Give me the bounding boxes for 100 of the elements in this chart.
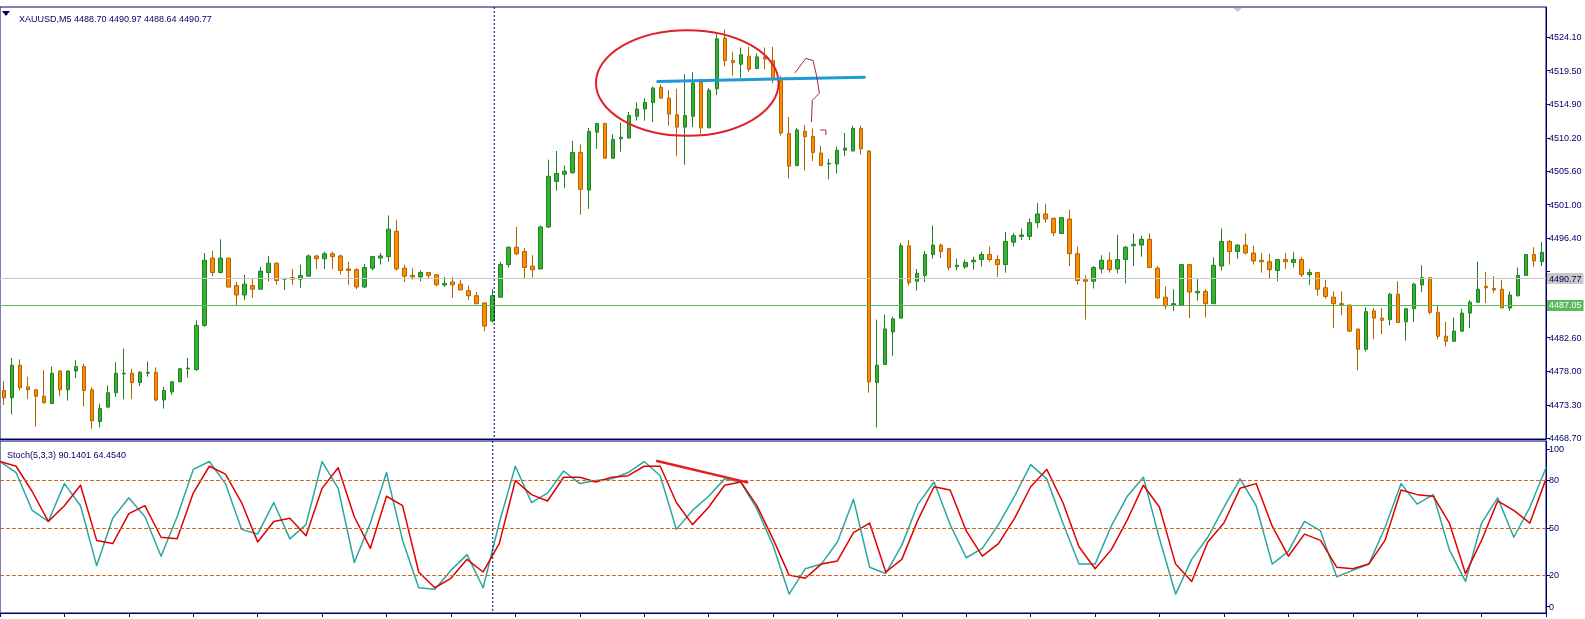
- candlestick: [875, 319, 879, 428]
- candlestick: [18, 358, 22, 392]
- candlestick: [1388, 292, 1392, 326]
- candlestick: [266, 255, 271, 282]
- candlestick: [210, 250, 215, 277]
- candlestick: [891, 316, 895, 357]
- ref-line-label: 4487.05: [1549, 300, 1582, 311]
- y-tick-label: 4501.00: [1549, 199, 1582, 210]
- candlestick: [522, 247, 527, 279]
- candlestick: [1323, 279, 1328, 300]
- candlestick: [370, 255, 375, 271]
- candlestick: [82, 363, 86, 407]
- candlestick: [362, 263, 367, 289]
- candlestick: [1404, 307, 1408, 342]
- candlestick: [747, 46, 751, 73]
- candlestick: [162, 386, 166, 410]
- candlestick: [1203, 288, 1208, 318]
- candlestick: [186, 357, 190, 378]
- candlestick: [1155, 265, 1160, 300]
- y-tick-label: 4514.90: [1549, 98, 1582, 109]
- candlestick: [1339, 290, 1344, 316]
- text: Stoch(5,3,3) 90.1401 64.4540: [7, 449, 127, 460]
- candlestick: [987, 246, 992, 263]
- candlestick: [1428, 277, 1432, 316]
- candlestick: [426, 272, 431, 279]
- candlestick: [474, 291, 479, 305]
- candlestick: [306, 253, 311, 278]
- candlestick: [1059, 216, 1064, 234]
- candlestick: [851, 125, 855, 152]
- candlestick: [1331, 290, 1336, 329]
- candlestick: [1516, 267, 1520, 297]
- candlestick: [330, 251, 335, 270]
- candlestick: [595, 122, 599, 150]
- candlestick: [827, 158, 831, 180]
- candlestick: [1372, 307, 1376, 340]
- candlestick: [10, 357, 14, 415]
- candlestick: [1500, 279, 1504, 309]
- candlestick: [26, 376, 30, 400]
- candlestick: [1163, 285, 1168, 310]
- candlestick: [667, 89, 671, 127]
- candlestick: [258, 266, 263, 290]
- candlestick: [755, 52, 759, 70]
- candlestick: [178, 367, 182, 383]
- candlestick: [90, 387, 94, 430]
- candlestick: [1179, 263, 1184, 306]
- candlestick: [1356, 328, 1360, 371]
- candlestick: [498, 261, 503, 299]
- candlestick: [611, 133, 615, 160]
- candlestick: [1275, 258, 1280, 282]
- candlestick: [130, 368, 134, 400]
- candlestick: [1235, 243, 1240, 260]
- candlestick: [402, 264, 407, 283]
- candlestick: [1291, 251, 1296, 268]
- candlestick: [899, 242, 903, 319]
- candlestick: [194, 319, 199, 372]
- candlestick: [1251, 245, 1256, 266]
- candlestick: [1075, 246, 1080, 286]
- candlestick: [1067, 209, 1072, 267]
- candlestick: [1259, 252, 1264, 274]
- candlestick: [955, 258, 959, 271]
- candlestick: [1011, 232, 1016, 248]
- candlestick: [514, 226, 519, 256]
- y-tick-label: 20: [1549, 570, 1560, 581]
- candlestick: [114, 361, 118, 398]
- y-tick-label: 4478.00: [1549, 365, 1582, 376]
- candlestick: [234, 281, 239, 306]
- candlestick: [627, 111, 631, 140]
- candlestick: [434, 273, 439, 287]
- candlestick: [675, 88, 679, 157]
- candlestick: [907, 239, 911, 287]
- candlestick: [1436, 304, 1440, 340]
- ref-line-label: 4490.77: [1549, 273, 1582, 284]
- candlestick: [1364, 306, 1368, 352]
- candlestick: [835, 146, 839, 174]
- candlestick: [1131, 232, 1136, 267]
- candlestick: [450, 276, 455, 299]
- candlestick: [1484, 271, 1488, 304]
- candlestick: [1283, 252, 1288, 270]
- y-tick-label: 50: [1549, 522, 1560, 533]
- candlestick: [811, 128, 815, 162]
- candlestick: [1147, 232, 1152, 269]
- candlestick: [1099, 254, 1104, 274]
- candlestick: [562, 164, 567, 189]
- candlestick: [843, 132, 847, 157]
- candlestick: [1019, 227, 1024, 241]
- candlestick: [58, 369, 62, 397]
- candlestick: [619, 122, 623, 153]
- candlestick: [939, 243, 943, 259]
- candlestick: [1444, 321, 1448, 347]
- candlestick: [1396, 280, 1400, 323]
- candlestick: [98, 403, 102, 428]
- candlestick: [883, 314, 887, 365]
- candlestick: [635, 102, 639, 122]
- candlestick: [1219, 227, 1224, 271]
- candlestick: [226, 257, 231, 288]
- candlestick: [1243, 232, 1248, 255]
- candlestick: [995, 254, 1000, 278]
- text: XAUUSD,M5 4488.70 4490.97 4488.64 4490.77: [19, 13, 212, 24]
- candlestick: [538, 225, 543, 270]
- candlestick: [1211, 256, 1216, 305]
